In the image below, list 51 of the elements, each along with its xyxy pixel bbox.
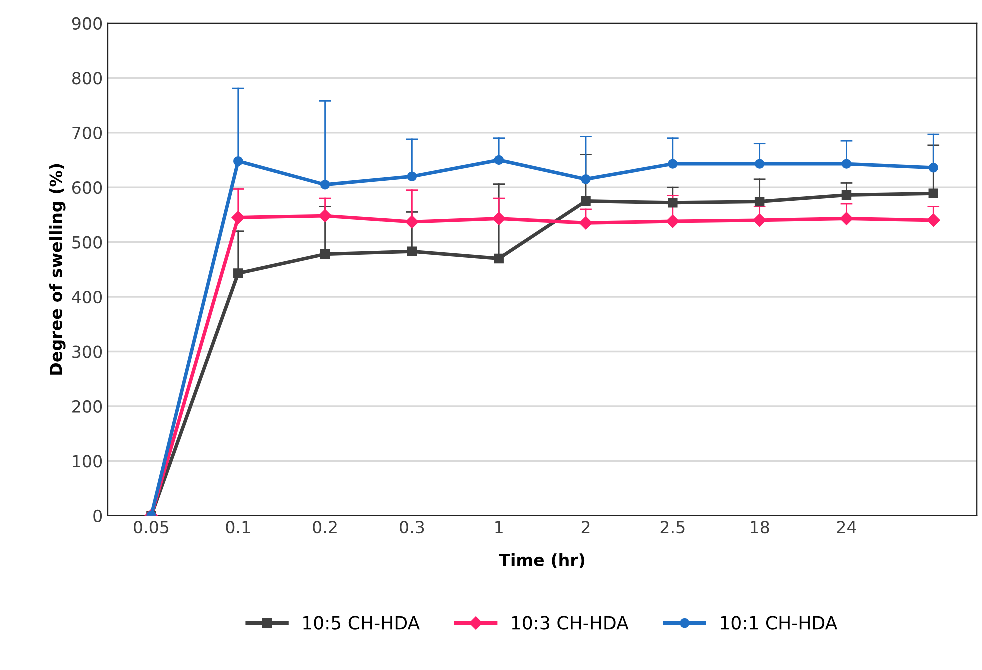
point bbox=[668, 198, 678, 208]
y-axis-title: Degree of swelling (%) bbox=[50, 164, 66, 375]
point bbox=[494, 155, 504, 166]
x-tick-label: 0.3 bbox=[400, 521, 424, 534]
point bbox=[840, 212, 854, 226]
point bbox=[494, 254, 504, 264]
point bbox=[842, 190, 852, 200]
point bbox=[928, 163, 938, 173]
legend-label: 10:3 CH-HDA bbox=[512, 616, 629, 630]
y-tick-label: 800 bbox=[72, 72, 102, 85]
point bbox=[234, 156, 244, 166]
point bbox=[407, 172, 418, 182]
y-tick-label: 500 bbox=[72, 236, 102, 249]
point bbox=[581, 196, 591, 206]
y-tick-label: 700 bbox=[72, 126, 102, 140]
x-tick-label: 0.1 bbox=[226, 521, 250, 534]
point bbox=[318, 209, 332, 223]
point bbox=[232, 211, 245, 224]
x-tick-label: 0.05 bbox=[134, 521, 169, 534]
x-tick-label: 0.2 bbox=[313, 521, 337, 534]
point bbox=[753, 214, 766, 228]
point bbox=[666, 214, 680, 228]
point bbox=[928, 188, 938, 198]
x-tick-label: 18 bbox=[751, 521, 770, 534]
point bbox=[406, 215, 419, 229]
legend-label: 10:5 CH-HDA bbox=[304, 616, 420, 630]
x-tick-label: 2 bbox=[582, 521, 590, 534]
point bbox=[754, 159, 765, 169]
y-tick-label: 100 bbox=[73, 455, 102, 468]
point bbox=[579, 216, 593, 230]
point bbox=[320, 249, 330, 260]
legend-label: 10:1 CH-HDA bbox=[721, 616, 838, 630]
y-tick-label: 200 bbox=[72, 400, 102, 414]
point bbox=[234, 268, 244, 278]
y-tick-label: 300 bbox=[72, 346, 102, 358]
y-tick-label: 900 bbox=[72, 17, 102, 30]
x-tick-label: 1 bbox=[496, 521, 503, 534]
point bbox=[927, 214, 940, 228]
point bbox=[842, 159, 852, 169]
x-axis-title: Time (hr) bbox=[499, 554, 585, 568]
x-tick-label: 2.5 bbox=[660, 521, 685, 534]
x-tick-label: 24 bbox=[837, 521, 856, 534]
point bbox=[320, 180, 330, 190]
point bbox=[492, 212, 506, 226]
y-tick-label: 0 bbox=[94, 510, 102, 522]
point bbox=[668, 159, 678, 169]
point bbox=[581, 174, 591, 184]
point bbox=[754, 196, 765, 207]
point bbox=[407, 246, 418, 256]
y-tick-label: 600 bbox=[72, 182, 102, 194]
y-tick-label: 400 bbox=[72, 290, 102, 304]
